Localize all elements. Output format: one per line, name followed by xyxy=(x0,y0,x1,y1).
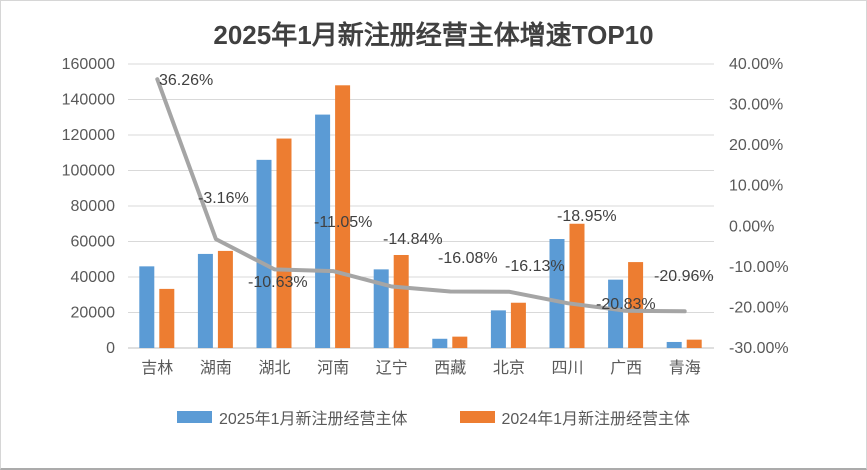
y2-axis-tick-label: -10.00% xyxy=(729,259,789,276)
bar-2025[interactable] xyxy=(315,114,331,349)
x-axis-category-label: 吉林 xyxy=(141,359,173,377)
legend-item-2024[interactable]: 2024年1月新注册经营主体 xyxy=(459,405,691,429)
y-axis-tick-label: 80000 xyxy=(71,198,116,215)
y-axis-tick-label: 120000 xyxy=(62,127,115,144)
growth-data-label: -18.95% xyxy=(557,208,617,225)
bar-2025[interactable] xyxy=(549,239,565,348)
x-axis-category-label: 湖南 xyxy=(200,359,232,377)
legend-label-2024: 2024年1月新注册经营主体 xyxy=(501,411,691,428)
bar-2024[interactable] xyxy=(686,339,702,348)
legend-swatch-2025-icon xyxy=(177,411,212,423)
bar-2024[interactable] xyxy=(159,288,175,348)
bar-2024[interactable] xyxy=(510,302,526,348)
y-axis-tick-label: 140000 xyxy=(62,92,115,109)
bar-2025[interactable] xyxy=(490,310,506,348)
bar-2025[interactable] xyxy=(139,266,155,348)
chart-legend: 2025年1月新注册经营主体 2024年1月新注册经营主体 xyxy=(1,405,866,429)
y-axis-tick-label: 160000 xyxy=(62,56,115,73)
bar-2024[interactable] xyxy=(569,223,585,348)
bar-2024[interactable] xyxy=(452,336,468,348)
bar-2024[interactable] xyxy=(335,85,351,349)
y-axis-tick-label: 60000 xyxy=(71,234,116,251)
bar-2025[interactable] xyxy=(197,253,213,348)
y-axis-tick-label: 0 xyxy=(106,340,115,357)
growth-data-label: -16.08% xyxy=(438,250,498,267)
x-axis-category-label: 北京 xyxy=(493,359,525,377)
y2-axis-tick-label: 10.00% xyxy=(729,178,783,195)
x-axis-category-label: 湖北 xyxy=(258,359,290,377)
y-axis-tick-label: 100000 xyxy=(62,163,115,180)
y2-axis-tick-label: 30.00% xyxy=(729,97,783,114)
bar-2024[interactable] xyxy=(217,250,233,348)
growth-data-label: -14.84% xyxy=(383,231,443,248)
bar-2025[interactable] xyxy=(666,341,682,348)
legend-swatch-2024-icon xyxy=(459,411,495,423)
y2-axis-tick-label: 0.00% xyxy=(729,218,774,235)
bar-2024[interactable] xyxy=(276,138,292,348)
bar-2025[interactable] xyxy=(608,279,624,348)
growth-data-label: -20.83% xyxy=(596,296,656,313)
x-axis-category-label: 四川 xyxy=(551,360,583,377)
y-axis-tick-label: 40000 xyxy=(71,269,116,286)
chart-title: 2025年1月新注册经营主体增速TOP10 xyxy=(213,20,654,50)
growth-data-label: -16.13% xyxy=(505,258,565,275)
bar-2025[interactable] xyxy=(256,159,272,348)
growth-data-label: 36.26% xyxy=(159,72,213,89)
y2-axis-tick-label: 40.00% xyxy=(729,56,783,73)
growth-data-label: -11.05% xyxy=(314,214,372,231)
y2-axis-tick-label: -20.00% xyxy=(729,299,789,316)
bar-2024[interactable] xyxy=(628,262,644,348)
bar-2025[interactable] xyxy=(432,338,448,348)
x-axis-category-label: 河南 xyxy=(317,359,349,377)
legend-item-2025[interactable]: 2025年1月新注册经营主体 xyxy=(177,405,408,429)
growth-data-label: -3.16% xyxy=(198,190,249,207)
growth-data-label: -20.96% xyxy=(654,268,714,285)
x-axis-category-label: 青海 xyxy=(669,359,701,377)
bar-2024[interactable] xyxy=(393,254,409,348)
y2-axis-tick-label: -30.00% xyxy=(729,340,789,357)
x-axis-category-label: 广西 xyxy=(610,359,642,377)
legend-label-2025: 2025年1月新注册经营主体 xyxy=(219,411,408,428)
x-axis-category-label: 西藏 xyxy=(434,359,466,377)
y-axis-tick-label: 20000 xyxy=(71,305,116,322)
x-axis-category-label: 辽宁 xyxy=(376,359,408,377)
y2-axis-tick-label: 20.00% xyxy=(729,137,783,154)
growth-line xyxy=(155,77,687,314)
growth-data-label: -10.63% xyxy=(248,274,308,291)
bar-2025[interactable] xyxy=(373,269,389,348)
